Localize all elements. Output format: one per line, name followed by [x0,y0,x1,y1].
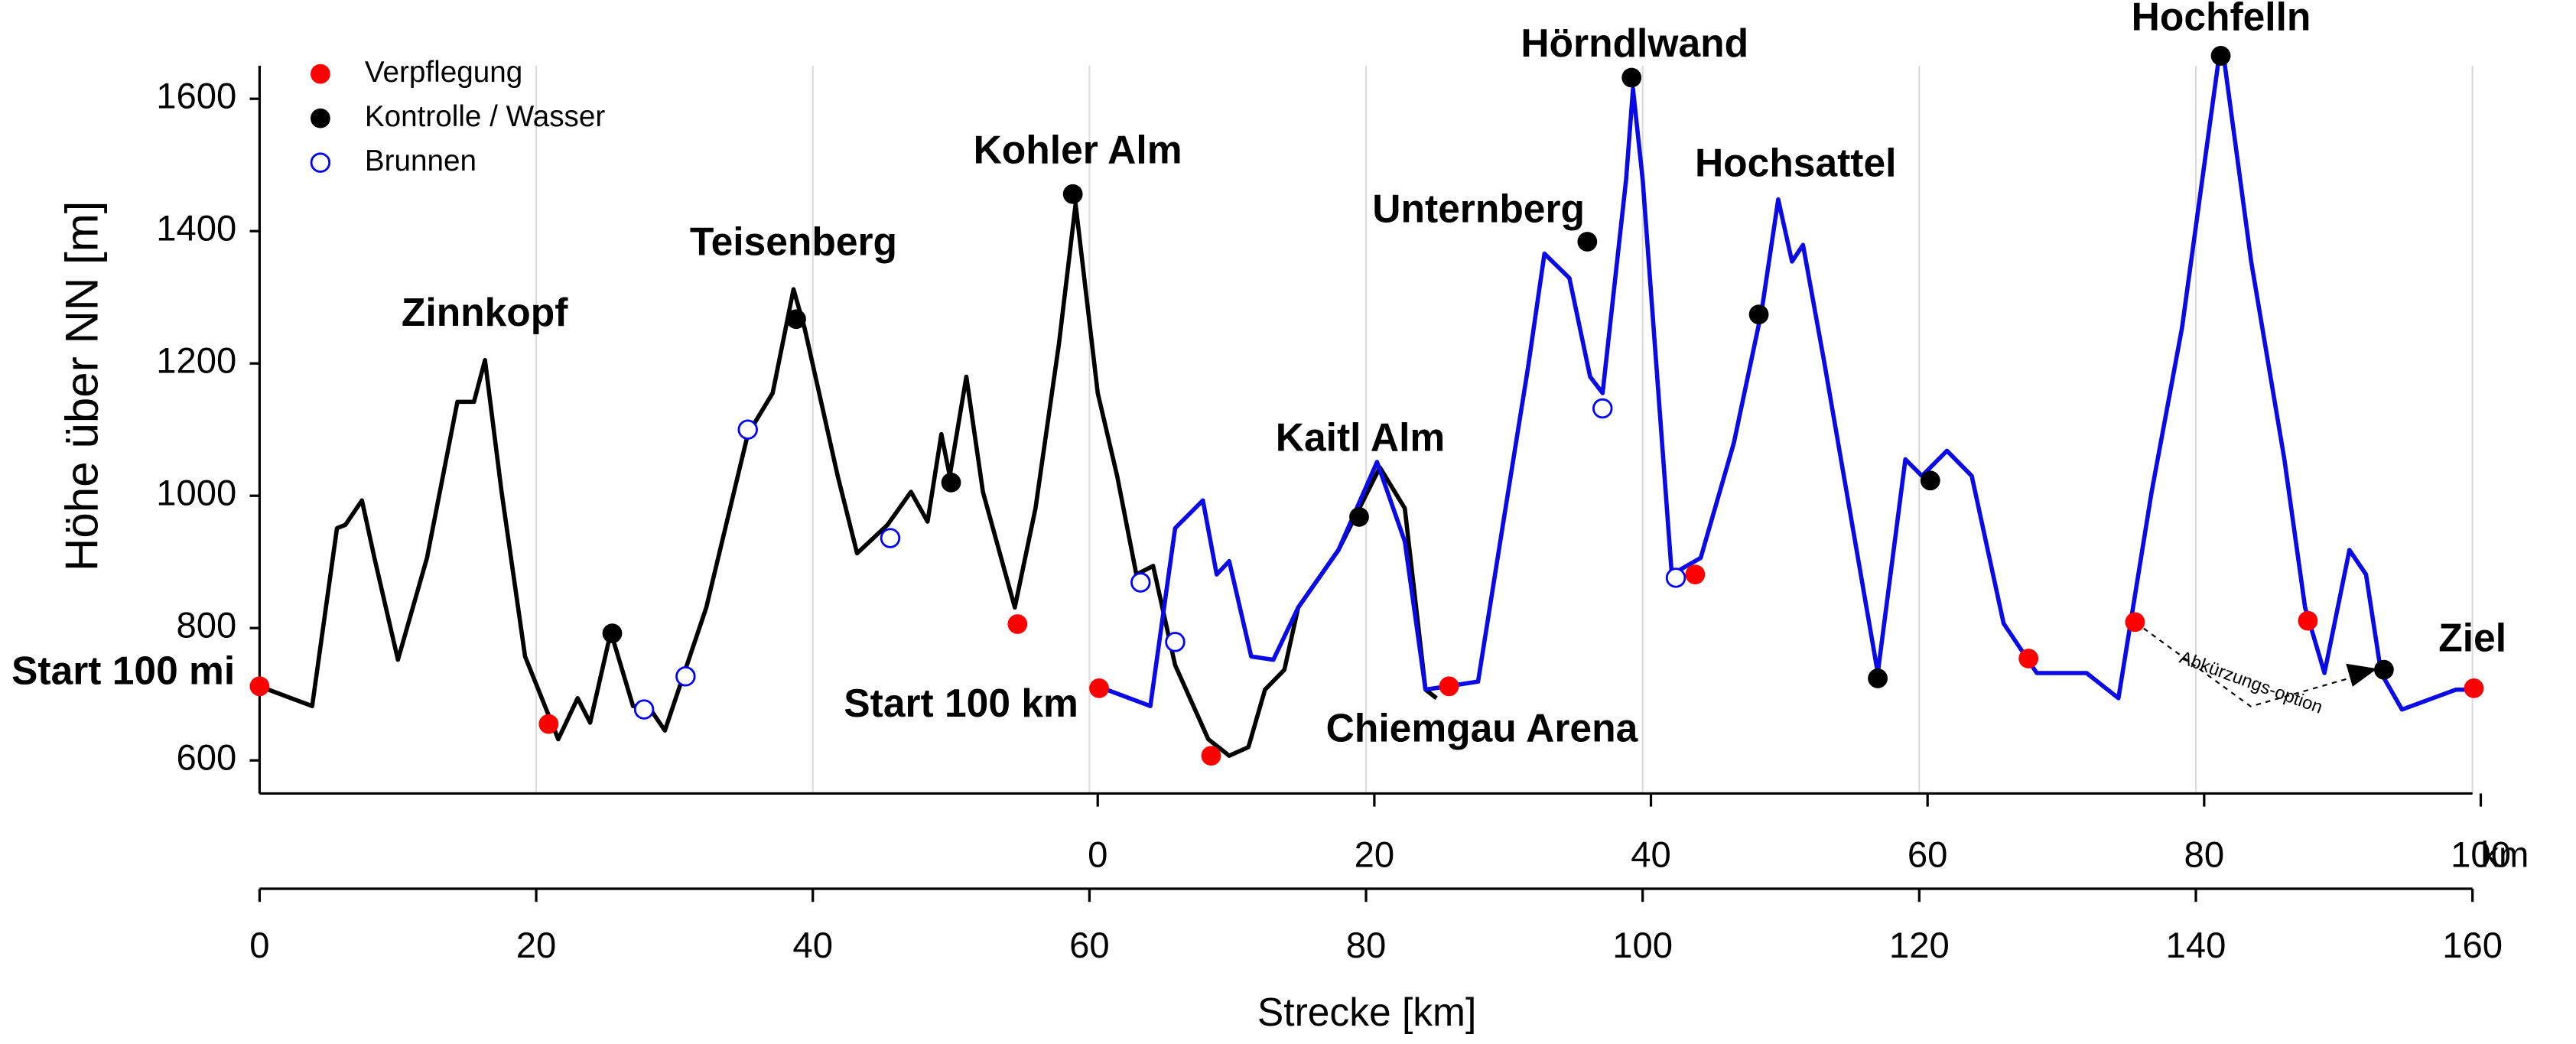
legend-marker [310,108,330,128]
x2-tick-label: 100 [2451,835,2511,876]
marker [737,419,758,440]
annotation: Unternberg [1372,187,1585,231]
marker [249,676,270,697]
marker [1165,632,1186,652]
annotation: Hochfelln [2132,0,2311,38]
legend-marker [310,63,330,84]
marker [2298,610,2318,631]
x-tick-label: 40 [792,925,833,966]
marker [1868,668,1888,688]
marker [538,714,559,734]
arrow-head [2346,663,2378,687]
marker [1592,398,1613,419]
marker [941,472,961,493]
x2-tick-label: 40 [1631,835,1671,876]
marker [1920,470,1940,491]
annotation: Start 100 km [844,681,1078,725]
marker [1748,304,1769,325]
annotation: Ziel [2438,615,2506,659]
marker [880,528,901,548]
x2-tick-label: 60 [1908,835,1948,876]
marker [2018,649,2039,668]
x2-unit: km [2480,835,2529,876]
y-tick-label: 1400 [156,209,236,249]
marker [1089,678,1109,698]
x-tick-label: 100 [1612,925,1673,966]
x-tick-label: 60 [1069,925,1110,966]
annotation: Start 100 mi [11,648,235,692]
annotation: Hörndlwand [1521,21,1748,65]
marker [1130,572,1151,593]
marker [1439,676,1459,697]
annotation: Teisenberg [690,220,897,264]
x2-tick-label: 80 [2184,835,2225,876]
elevation-line [259,201,1438,758]
x2-tick-label: 0 [1088,835,1107,876]
marker [1062,184,1083,204]
marker [1665,568,1686,588]
elevation-line [1097,54,2473,712]
shortcut-arrow [2135,622,2366,707]
y-tick-label: 1600 [156,76,236,117]
marker [2464,678,2484,698]
annotation: Kaitl Alm [1276,415,1445,459]
annotation: Abkürzungs-option [2177,648,2325,718]
marker [1007,614,1028,634]
x-tick-label: 80 [1346,925,1387,966]
annotation: Hochsattel [1695,141,1896,185]
legend-label: Verpflegung [365,56,522,89]
marker [1201,746,1221,766]
marker [2125,612,2145,633]
legend-label: Brunnen [365,145,476,177]
x-tick-label: 140 [2166,925,2226,966]
x-tick-label: 160 [2442,925,2503,966]
y-tick-label: 600 [176,738,236,779]
marker [1577,232,1598,252]
annotation: Zinnkopf [402,290,568,334]
legend-marker [310,152,331,173]
x-axis-title: Strecke [km] [1257,990,1476,1034]
marker [1621,67,1642,88]
y-axis-title: Höhe über NN [m] [57,200,108,571]
annotation: Chiemgau Arena [1326,705,1638,750]
marker [633,699,655,720]
marker [2374,659,2394,680]
x-tick-label: 20 [516,925,557,966]
y-tick-label: 1200 [156,341,236,382]
marker [675,666,696,687]
marker [1349,506,1369,527]
annotation: Kohler Alm [974,127,1182,171]
x2-tick-label: 20 [1355,835,1395,876]
x-tick-label: 120 [1889,925,1950,966]
marker [602,623,623,643]
y-tick-label: 1000 [156,473,236,514]
marker [2210,46,2231,66]
legend-label: Kontrolle / Wasser [365,100,605,133]
x-tick-label: 0 [249,925,269,966]
marker [786,309,806,330]
y-tick-label: 800 [176,606,236,646]
marker [1685,564,1706,585]
